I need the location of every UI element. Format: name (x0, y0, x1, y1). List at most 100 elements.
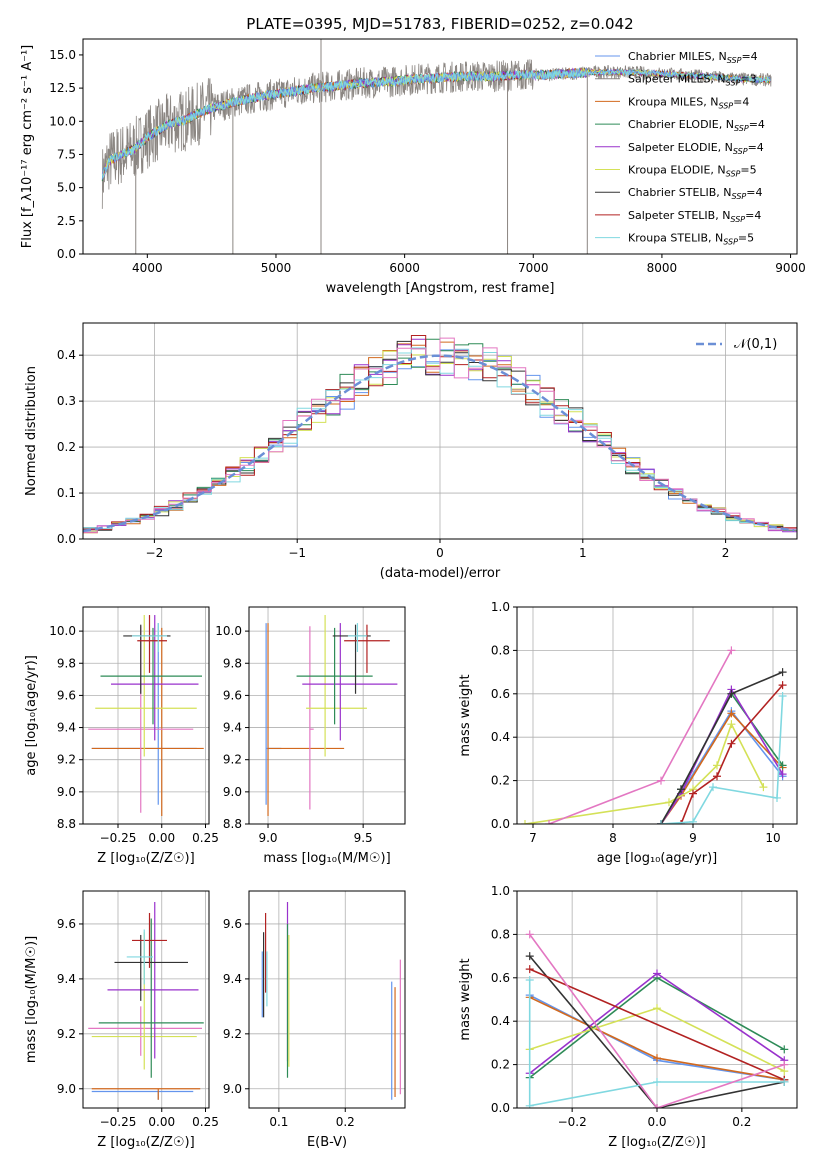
legend-label-suffix: =4 (749, 118, 765, 131)
x-axis-label: age [log₁₀(age/yr)] (597, 851, 718, 866)
legend-label: Kroupa STELIB, NSSP=5 (628, 232, 754, 247)
x-tick-label: 0.25 (192, 831, 219, 845)
series-line (529, 968, 785, 1081)
plot-frame (516, 890, 798, 1109)
y-tick-label: 9.4 (223, 721, 242, 735)
y-tick-label: 9.2 (57, 753, 76, 767)
legend-label: Kroupa MILES, NSSP=4 (628, 95, 749, 110)
series-marker (665, 798, 673, 807)
series-marker (525, 975, 534, 984)
y-tick-label: 10.0 (215, 624, 242, 638)
y-tick-label: 9.6 (223, 917, 242, 931)
x-axis-label: Z [log₁₀(Z/Z☉)] (97, 851, 194, 866)
x-tick-label: 2 (722, 546, 730, 560)
x-tick-label: 9000 (775, 261, 806, 275)
series-marker (689, 817, 697, 824)
series-line (680, 684, 784, 824)
plot-area (525, 930, 789, 1108)
x-tick-label: 0.1 (269, 1115, 288, 1129)
y-tick-label: 0.0 (57, 247, 76, 261)
y-tick-label: 12.5 (49, 81, 76, 95)
legend-label: Chabrier MILES, NSSP=4 (628, 50, 758, 65)
series-marker (727, 646, 736, 655)
plot-frame (82, 38, 798, 255)
series-marker (780, 1077, 789, 1086)
legend-label: Kroupa ELODIE, NSSP=5 (628, 164, 757, 179)
y-tick-label: 0.8 (491, 927, 510, 941)
series-line (529, 955, 785, 1108)
histogram-steps (83, 337, 797, 533)
series-marker (521, 820, 529, 824)
y-tick-label: 0.2 (57, 440, 76, 454)
figure-title: PLATE=0395, MJD=51783, FIBERID=0252, z=0… (246, 15, 633, 33)
legend-label-text: Kroupa ELODIE, N (628, 164, 726, 177)
x-axis-label: Z [log₁₀(Z/Z☉)] (97, 1135, 194, 1150)
y-axis-label: mass weight (458, 674, 473, 756)
series-marker (713, 772, 721, 781)
y-tick-label: 1.0 (491, 600, 510, 614)
y-tick-label: 9.8 (57, 656, 76, 670)
x-axis-label: Z [log₁₀(Z/Z☉)] (608, 1135, 705, 1150)
y-tick-label: 0.4 (491, 730, 510, 744)
plot-area (101, 39, 772, 254)
x-tick-label: 9.0 (258, 831, 277, 845)
series-marker (677, 785, 685, 794)
legend-label-sub: SSP (730, 215, 745, 224)
y-tick-label: 0.4 (491, 1014, 510, 1028)
series-line (660, 711, 784, 824)
y-axis-label: Flux [f_λ10⁻¹⁷ erg cm⁻² s⁻¹ A⁻¹] (20, 45, 35, 249)
x-tick-label: 9.5 (354, 831, 373, 845)
series-marker (727, 709, 736, 718)
series-line (660, 671, 783, 824)
plot-frame (82, 322, 798, 540)
y-tick-label: 9.4 (57, 721, 76, 735)
series-marker (713, 761, 721, 770)
x-axis-label: E(B-V) (307, 1135, 347, 1150)
x-tick-label: 9 (689, 831, 697, 845)
y-axis-label: Normed distribution (24, 366, 39, 496)
legend-label-text: Salpeter STELIB, N (628, 209, 730, 222)
legend-label: Salpeter ELODIE, NSSP=4 (628, 141, 764, 156)
y-tick-label: 1.0 (491, 884, 510, 898)
series-marker (525, 952, 534, 961)
series-marker (525, 930, 534, 939)
legend-label: Salpeter STELIB, NSSP=4 (628, 209, 761, 224)
y-tick-label: 10.0 (49, 624, 76, 638)
series-marker (778, 770, 787, 779)
legend-label-suffix: =4 (746, 186, 762, 199)
x-tick-label: 0.2 (732, 1115, 751, 1129)
series-marker (545, 820, 553, 824)
y-tick-label: 9.4 (223, 972, 242, 986)
y-tick-label: 8.8 (57, 817, 76, 831)
series-marker (657, 776, 665, 785)
series-marker (689, 789, 697, 798)
spectrum-line (101, 68, 771, 179)
legend-label-sub: SSP (733, 147, 748, 156)
x-tick-label: 5000 (261, 261, 292, 275)
legend-label-text: Chabrier ELODIE, N (628, 118, 734, 131)
x-axis-label: mass [log₁₀(M/M☉)] (263, 851, 390, 866)
y-tick-label: 9.6 (57, 917, 76, 931)
series-marker (709, 783, 717, 792)
chart-panel-1: 4000 5000 6000 7000 8000 9000 0.0 2.5 5.0 7.5 10.0… (20, 38, 806, 296)
x-tick-label: 6000 (389, 261, 420, 275)
legend-label-sub: SSP (718, 101, 733, 110)
y-tick-label: 0.4 (57, 348, 76, 362)
series-marker (653, 969, 661, 978)
chart-panel-5: 7 8 9 10 0.0 0.2 0.4 0.6 0.8 1.0 age [log₁₀(age/yr… (458, 600, 798, 866)
legend-label-suffix: =3 (740, 73, 756, 86)
series-marker (727, 720, 736, 729)
legend-label-text: Kroupa MILES, N (628, 95, 718, 108)
y-tick-label: 0.6 (491, 687, 510, 701)
x-tick-label: 0.0 (647, 1115, 666, 1129)
plot-frame (248, 890, 406, 1109)
y-tick-label: 9.6 (223, 688, 242, 702)
x-tick-label: −2 (146, 546, 164, 560)
y-axis-label: age [log₁₀(age/yr)] (24, 655, 39, 776)
y-tick-label: 9.0 (223, 1082, 242, 1096)
legend-label-text: Chabrier MILES, N (628, 50, 727, 63)
chart-panel-3: −0.25 0.00 0.25 8.8 9.0 9.2 9.4 9.6 9.8 10.0 Z [lo… (24, 606, 219, 866)
legend-label: 𝒩(0,1) (734, 337, 777, 352)
plot-area (521, 646, 787, 824)
series-marker (653, 1104, 661, 1108)
